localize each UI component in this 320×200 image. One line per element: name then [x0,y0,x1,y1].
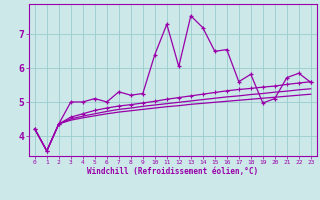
X-axis label: Windchill (Refroidissement éolien,°C): Windchill (Refroidissement éolien,°C) [87,167,258,176]
